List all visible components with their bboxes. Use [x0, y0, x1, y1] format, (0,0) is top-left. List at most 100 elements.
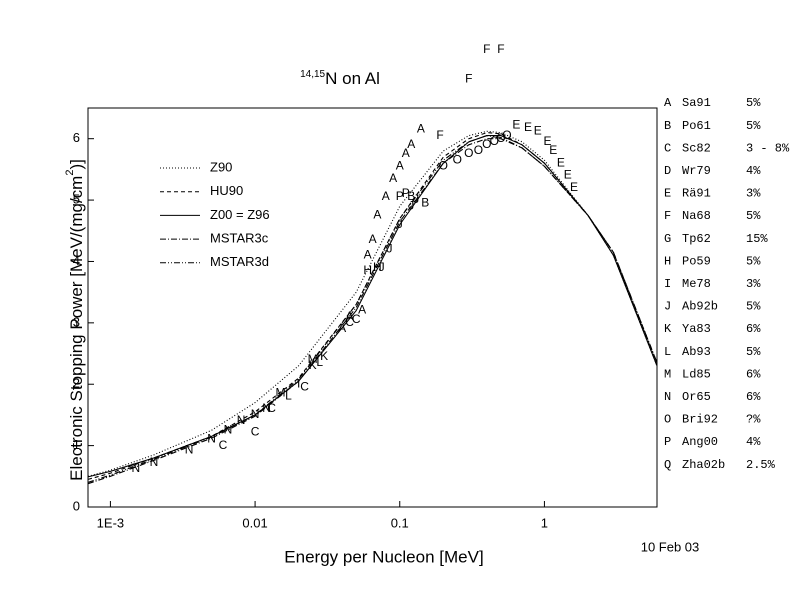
- data-point: F: [497, 42, 504, 56]
- data-point: C: [352, 312, 361, 326]
- data-point: N: [237, 413, 246, 427]
- data-point: N: [262, 401, 271, 415]
- reference-letter: G: [664, 232, 671, 246]
- data-point: C: [251, 424, 260, 438]
- reference-error: ?%: [746, 413, 761, 427]
- reference-name: Ya83: [682, 322, 711, 336]
- reference-name: Wr79: [682, 164, 711, 178]
- data-point: E: [543, 134, 551, 148]
- reference-error: 6%: [746, 367, 761, 381]
- reference-error: 6%: [746, 390, 761, 404]
- reference-letter: C: [664, 141, 671, 155]
- data-point: A: [358, 303, 366, 317]
- data-point: J: [387, 241, 393, 255]
- data-point: K: [309, 358, 317, 372]
- data-point: N: [224, 422, 233, 436]
- reference-letter: N: [664, 390, 671, 404]
- data-point: C: [267, 401, 276, 415]
- reference-error: 5%: [746, 119, 761, 133]
- data-point: A: [373, 208, 381, 222]
- reference-letter: Q: [664, 458, 671, 472]
- data-point: J: [408, 198, 414, 212]
- data-point: N: [207, 432, 216, 446]
- plot-frame: [87, 107, 658, 508]
- data-point: J: [413, 192, 419, 206]
- reference-name: Me78: [682, 277, 711, 291]
- reference-name: Ab93: [682, 345, 711, 359]
- series-line: [87, 138, 658, 485]
- data-point: E: [512, 117, 520, 131]
- reference-error: 4%: [746, 164, 761, 178]
- data-point: N: [251, 407, 260, 421]
- reference-error: 15%: [746, 232, 768, 246]
- data-point: E: [570, 180, 578, 194]
- reference-letter: M: [664, 367, 671, 381]
- x-axis-label: Energy per Nucleon [MeV]: [284, 547, 483, 566]
- chart-title: 14,15N on Al: [300, 69, 380, 89]
- data-point: E: [549, 143, 557, 157]
- reference-error: 3%: [746, 277, 761, 291]
- data-point: L: [316, 355, 323, 369]
- y-tick-label: 1: [73, 437, 80, 452]
- reference-letter: A: [664, 96, 672, 110]
- reference-name: Po59: [682, 254, 711, 268]
- series-line: [87, 130, 658, 477]
- y-axis-label: Electronic Stopping Power [MeV/(mg/cm2)]: [64, 159, 87, 481]
- reference-name: Ld85: [682, 367, 711, 381]
- data-point: F: [465, 71, 472, 85]
- y-label-part: )]: [67, 159, 86, 169]
- data-point: I: [297, 376, 300, 390]
- data-point: E: [557, 155, 565, 169]
- y-tick-label: 0: [73, 498, 80, 513]
- x-tick-label: 0.01: [242, 515, 267, 530]
- data-point: L: [285, 389, 292, 403]
- data-point: P: [396, 189, 404, 203]
- reference-letter: E: [664, 187, 671, 201]
- data-point: B: [407, 189, 415, 203]
- reference-name: Na68: [682, 209, 711, 223]
- reference-letter: D: [664, 164, 671, 178]
- reference-error: 3 - 8%: [746, 141, 790, 155]
- reference-error: 5%: [746, 254, 761, 268]
- data-point: N: [132, 461, 141, 475]
- reference-error: 5%: [746, 209, 761, 223]
- reference-name: Sc82: [682, 141, 711, 155]
- reference-error: 2.5%: [746, 458, 776, 472]
- data-point: O: [474, 143, 483, 157]
- data-point: E: [564, 168, 572, 182]
- reference-name: Tp62: [682, 232, 711, 246]
- x-tick-label: 1: [541, 515, 548, 530]
- reference-name: Ab92b: [682, 300, 718, 314]
- data-point: O: [439, 158, 448, 172]
- data-point: A: [369, 232, 377, 246]
- legend-label: HU90: [210, 183, 243, 198]
- data-point: A: [417, 122, 425, 136]
- x-tick-label: 0.1: [391, 515, 409, 530]
- reference-error: 5%: [746, 96, 761, 110]
- data-point: H: [373, 260, 382, 274]
- reference-letter: I: [664, 277, 671, 291]
- data-point: P: [402, 186, 410, 200]
- reference-letter: F: [664, 209, 671, 223]
- reference-name: Rä91: [682, 187, 711, 201]
- data-point: M: [308, 352, 318, 366]
- y-tick-label: 6: [73, 130, 80, 145]
- data-point: C: [219, 438, 228, 452]
- reference-letter: H: [664, 254, 671, 268]
- y-tick-label: 2: [73, 376, 80, 391]
- reference-name: Po61: [682, 119, 711, 133]
- data-point: A: [402, 146, 410, 160]
- data-point: J: [397, 217, 403, 231]
- data-point: O: [464, 146, 473, 160]
- x-tick-label: 1E-3: [97, 515, 124, 530]
- data-point: A: [364, 247, 372, 261]
- data-point: E: [524, 120, 532, 134]
- legend-label: MSTAR3d: [210, 254, 269, 269]
- reference-name: Or65: [682, 390, 711, 404]
- data-point: A: [396, 158, 404, 172]
- reference-name: Sa91: [682, 96, 711, 110]
- data-point: F: [436, 128, 443, 142]
- data-point: C: [345, 315, 354, 329]
- data-point: E: [534, 123, 542, 137]
- data-point: M: [276, 386, 286, 400]
